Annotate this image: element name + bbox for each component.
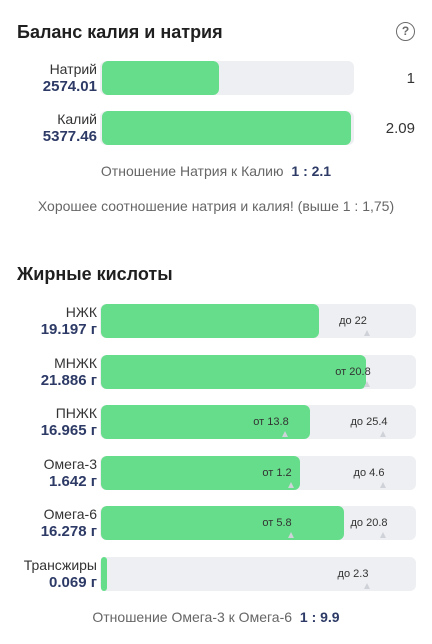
fatty-acid-bar-fill (101, 304, 319, 338)
sodium-bar-track (100, 61, 354, 95)
sodium-ratio: 1 (406, 70, 415, 87)
nutrient-value: 19.197 г (40, 321, 97, 338)
nutrient-value: 16.278 г (40, 523, 97, 540)
nutrient-name: НЖК (65, 304, 97, 320)
range-marker-label: от 5.8 (262, 517, 292, 529)
ratio-value: 1 : 9.9 (299, 609, 340, 625)
range-marker-tick (364, 583, 370, 589)
range-marker-label: от 1.2 (262, 467, 292, 479)
sodium-potassium-ratio: Отношение Натрия к Калию 1 : 2.1 (0, 163, 432, 179)
range-marker-label: до 20.8 (350, 517, 388, 529)
fatty-acid-row: МНЖК 21.886 г от 20.8 (0, 355, 432, 395)
fatty-acid-bar-track: до 22 (100, 304, 416, 338)
potassium-row: Калий 5377.46 2.09 (0, 111, 432, 151)
fatty-acid-label: ПНЖК 16.965 г (41, 405, 97, 439)
ratio-value: 1 : 2.1 (291, 163, 332, 179)
nutrient-name: ПНЖК (55, 405, 97, 421)
fatty-acid-bar-fill (101, 405, 310, 439)
potassium-label: Калий 5377.46 (43, 111, 97, 145)
range-marker-tick (364, 330, 370, 336)
range-marker-tick (288, 482, 294, 488)
range-marker-tick (282, 431, 288, 437)
range-marker-tick (380, 482, 386, 488)
fatty-acid-bar-fill (101, 456, 300, 490)
fatty-acid-bar-fill (101, 506, 344, 540)
fatty-acid-bar-track: от 5.8 до 20.8 (100, 506, 416, 540)
nutrient-value: 1.642 г (49, 473, 97, 490)
potassium-bar-fill (102, 111, 351, 145)
range-marker-tick (380, 431, 386, 437)
balance-note: Хорошее соотношение натрия и калия! (выш… (37, 198, 395, 214)
fatty-acid-label: МНЖК 21.886 г (41, 355, 97, 389)
potassium-bar-track (100, 111, 354, 145)
potassium-ratio: 2.09 (385, 120, 415, 137)
nutrient-name: Трансжиры (23, 557, 97, 573)
ratio-label: Отношение Натрия к Калию (100, 163, 284, 179)
range-marker-label: от 20.8 (335, 366, 371, 378)
nutrient-name: Натрий (49, 61, 97, 77)
range-marker-label: от 13.8 (253, 416, 289, 428)
fatty-acid-bar-track: от 13.8 до 25.4 (100, 405, 416, 439)
sodium-bar-fill (102, 61, 219, 95)
fatty-acid-row: Трансжиры 0.069 г до 2.3 (0, 557, 432, 597)
fatty-acid-label: Омега-6 16.278 г (41, 506, 97, 540)
nutrient-value: 2574.01 (42, 78, 97, 95)
fatty-acid-bar-track: до 2.3 (100, 557, 416, 591)
nutrient-value: 5377.46 (42, 128, 97, 145)
fatty-acid-label: НЖК 19.197 г (41, 304, 97, 338)
nutrient-value: 0.069 г (49, 574, 97, 591)
nutrient-name: Омега-3 (43, 456, 97, 472)
fatty-acid-label: Омега-3 1.642 г (44, 456, 97, 490)
range-marker-label: до 25.4 (350, 416, 388, 428)
fatty-acid-bar-track: от 20.8 (100, 355, 416, 389)
omega-ratio: Отношение Омега-3 к Омега-6 1 : 9.9 (0, 609, 432, 625)
range-marker-label: до 2.3 (337, 568, 369, 580)
fatty-acid-row: НЖК 19.197 г до 22 (0, 304, 432, 344)
fatty-acid-bar-fill (101, 557, 107, 591)
nutrient-name: МНЖК (54, 355, 97, 371)
range-marker-tick (288, 532, 294, 538)
sodium-row: Натрий 2574.01 1 (0, 61, 432, 101)
fatty-acid-row: Омега-6 16.278 г от 5.8 до 20.8 (0, 506, 432, 546)
ratio-label: Отношение Омега-3 к Омега-6 (92, 609, 293, 625)
range-marker-label: до 4.6 (353, 467, 385, 479)
fatty-acid-row: Омега-3 1.642 г от 1.2 до 4.6 (0, 456, 432, 496)
sodium-label: Натрий 2574.01 (43, 61, 97, 95)
balance-section-title: Баланс калия и натрия (17, 22, 223, 42)
fatty-acid-row: ПНЖК 16.965 г от 13.8 до 25.4 (0, 405, 432, 445)
fatty-acids-section-title: Жирные кислоты (17, 264, 173, 284)
fatty-acid-label: Трансжиры 0.069 г (24, 557, 97, 591)
nutrient-value: 21.886 г (40, 372, 97, 389)
range-marker-label: до 22 (339, 315, 367, 327)
range-marker-tick (380, 532, 386, 538)
nutrient-name: Омега-6 (43, 506, 97, 522)
question-circle-icon[interactable]: ? (396, 22, 415, 41)
nutrient-value: 16.965 г (40, 422, 97, 439)
range-marker-tick (364, 381, 370, 387)
nutrient-name: Калий (57, 111, 97, 127)
fatty-acid-bar-fill (101, 355, 366, 389)
fatty-acid-bar-track: от 1.2 до 4.6 (100, 456, 416, 490)
